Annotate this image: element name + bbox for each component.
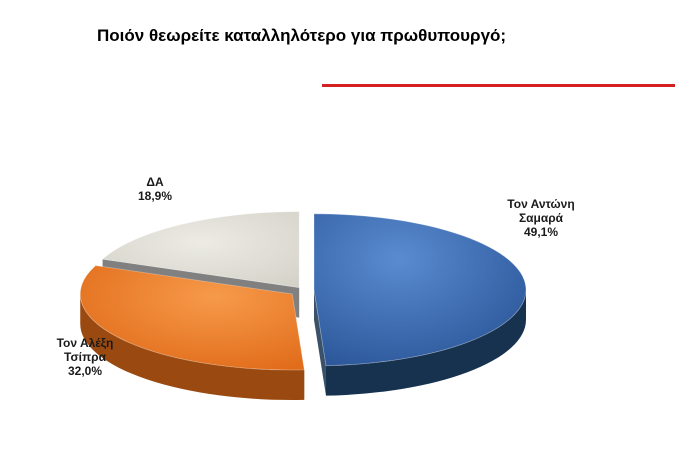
pie-slice: [101, 211, 300, 289]
slice-label: Τον Αντώνη Σαμαρά 49,1%: [507, 197, 574, 239]
slice-value-label: 49,1%: [524, 225, 558, 239]
slice-label: ΔΑ 18,9%: [138, 175, 172, 203]
title-underline: [322, 84, 675, 87]
slice-name-label: ΔΑ: [146, 175, 164, 189]
slice-name-label: Τσίπρα: [64, 350, 107, 364]
slice-name-label: Τον Αλέξη: [57, 336, 114, 350]
pie-slice-wall: [313, 289, 326, 396]
slice-value-label: 32,0%: [68, 364, 102, 378]
slice-label: Τον Αλέξη Τσίπρα 32,0%: [57, 336, 114, 378]
chart-title: Ποιόν θεωρείτε καταλληλότερο για πρωθυπο…: [97, 26, 507, 45]
pie-slice-side: [325, 289, 526, 396]
slice-value-label: 18,9%: [138, 189, 172, 203]
pie-slice: [79, 265, 305, 371]
pie-slice: [313, 213, 527, 367]
slice-name-label: Τον Αντώνη: [507, 197, 574, 211]
pie-slice-side: [80, 294, 305, 401]
slice-name-label: Σαμαρά: [519, 211, 564, 225]
